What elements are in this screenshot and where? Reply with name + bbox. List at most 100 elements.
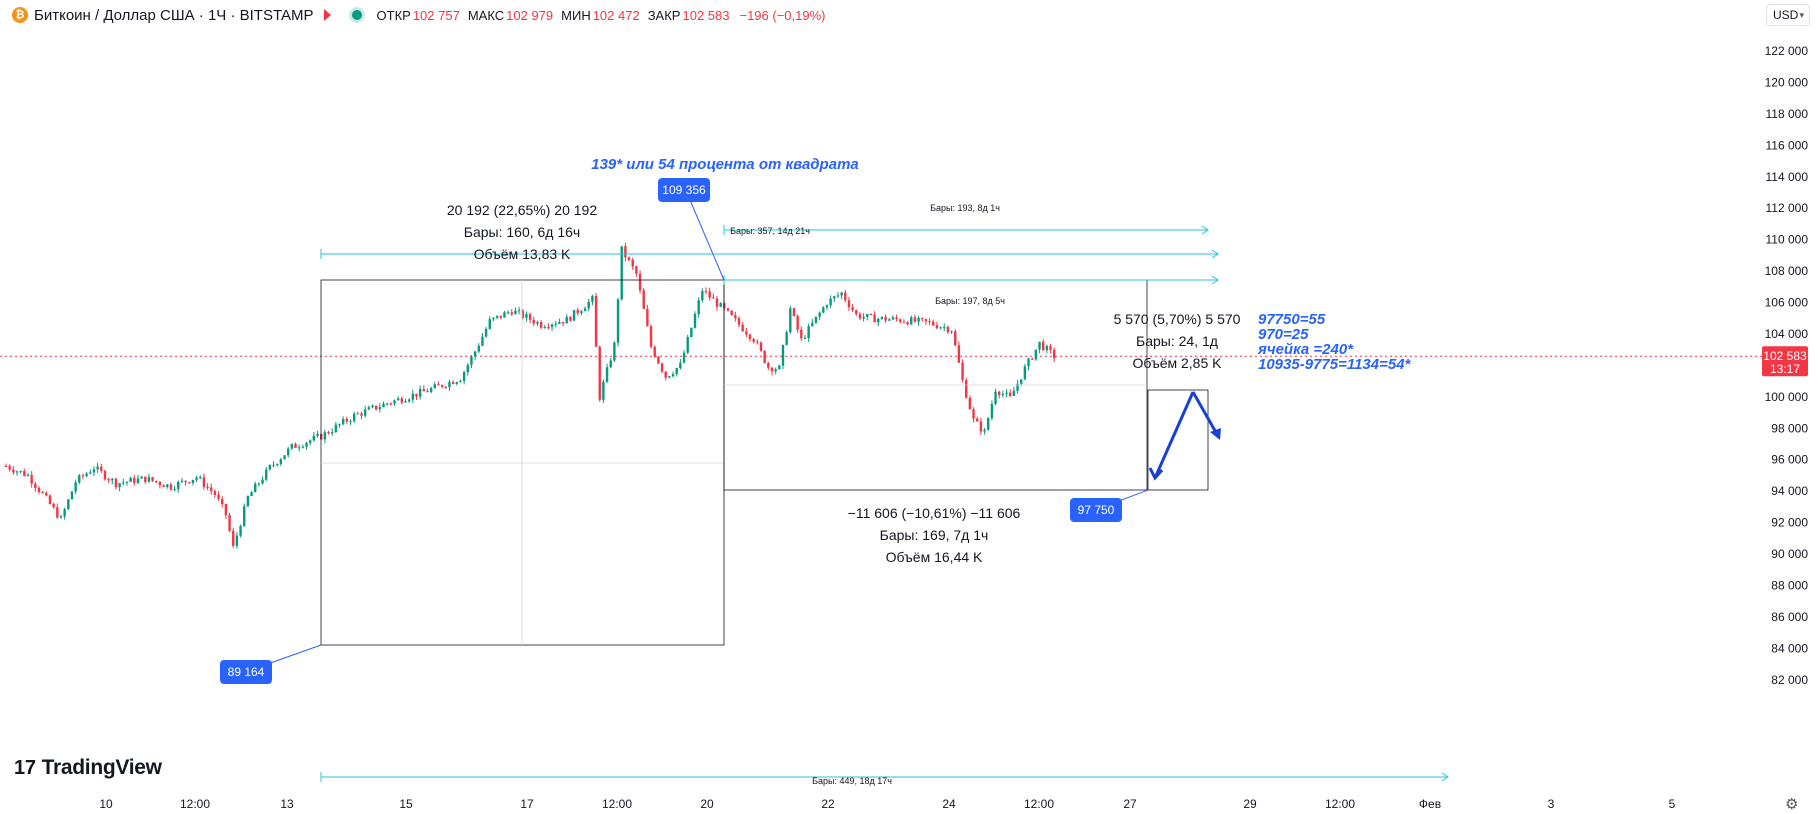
candle-body	[976, 418, 979, 422]
candle-body	[862, 316, 865, 319]
candle-body	[330, 432, 334, 434]
candle-body	[118, 483, 121, 488]
candle-body	[536, 322, 539, 324]
time-tick-label: 15	[399, 797, 413, 811]
candle-body	[847, 300, 851, 308]
close-value: 102 583	[682, 7, 730, 23]
candle-body	[232, 530, 235, 546]
candle-body	[180, 480, 184, 482]
price-tick-label: 116 000	[1766, 138, 1809, 152]
candle-body	[979, 421, 983, 432]
candle-body	[1005, 392, 1008, 394]
price-tick-label: 88 000	[1771, 578, 1808, 592]
candle-body	[917, 317, 920, 322]
candle-body	[829, 298, 832, 306]
candle-body	[961, 362, 964, 381]
candle-body	[998, 391, 1001, 396]
candle-body	[565, 316, 568, 324]
candle-body	[503, 312, 506, 318]
candle-body	[103, 470, 107, 480]
candle-body	[327, 432, 330, 434]
measurement-text: Объём 13,83 K	[474, 246, 571, 262]
currency-select[interactable]: USD ▾	[1766, 4, 1810, 26]
candle-body	[1009, 392, 1012, 397]
time-tick-label: 17	[520, 797, 534, 811]
candle-body	[92, 469, 96, 473]
candle-body	[481, 336, 484, 346]
candle-body	[822, 307, 825, 313]
candle-body	[968, 397, 972, 410]
flag-icon[interactable]	[323, 9, 331, 21]
candle-body	[906, 322, 909, 325]
candle-body	[543, 327, 546, 329]
candle-body	[254, 483, 257, 493]
candle-body	[818, 312, 821, 317]
candle-body	[763, 350, 766, 363]
candle-body	[199, 477, 202, 479]
candle-body	[704, 291, 708, 293]
open-value: 102 757	[412, 7, 460, 23]
candle-body	[532, 319, 535, 324]
settings-icon[interactable]: ⚙	[1785, 796, 1799, 813]
candle-body	[682, 352, 686, 363]
drawings[interactable]: Бары: 193, 8д 1ч Бары: 357, 14д 21ч Бары: …	[220, 156, 1449, 786]
candle-body	[730, 310, 733, 316]
candle-body	[382, 403, 385, 408]
tradingview-logo[interactable]: 17 TradingView	[14, 756, 162, 780]
candle-body	[466, 364, 469, 372]
candle-body	[308, 440, 312, 443]
candle-body	[316, 434, 319, 436]
candle-body	[1034, 349, 1038, 360]
price-label: 109 356	[662, 183, 706, 197]
candle-body	[609, 360, 612, 368]
candle-body	[221, 498, 224, 505]
time-tick-label: 13	[280, 797, 294, 811]
candle-body	[1001, 393, 1005, 396]
time-axis[interactable]: 10 12:00 13 15 17 12:00 20 22 24 12:00 27 29 12:00 Фе…	[99, 797, 1675, 811]
candle-body	[525, 314, 528, 318]
candle-body	[580, 311, 583, 314]
candle-body	[796, 315, 799, 330]
candle-body	[888, 319, 891, 321]
symbol-title[interactable]: Биткоин / Доллар США · 1Ч · BITSTAMP	[34, 6, 314, 24]
candle-body	[360, 413, 363, 416]
price-tick-label: 112 000	[1766, 201, 1809, 215]
candle-body	[345, 418, 349, 422]
candle-body	[169, 484, 173, 490]
price-label-bg	[1070, 498, 1122, 522]
candle-body	[129, 477, 132, 482]
candle-body	[866, 314, 869, 317]
candle-body	[726, 308, 730, 311]
candle-body	[1045, 346, 1049, 351]
candle-body	[638, 273, 642, 291]
measurement-text: Бары: 169, 7д 1ч	[880, 527, 989, 543]
candle-body	[803, 338, 807, 340]
candle-body	[100, 466, 103, 471]
candle-body	[294, 443, 297, 448]
candle-body	[433, 384, 437, 389]
candle-body	[935, 325, 939, 329]
price-label-bg	[220, 660, 272, 684]
candle-body	[620, 246, 623, 300]
candle-body	[396, 398, 400, 401]
candle-body	[290, 443, 294, 449]
candle-body	[257, 483, 261, 485]
candle-body	[741, 324, 744, 332]
price-label-bg	[658, 178, 710, 202]
candle-body	[583, 308, 587, 312]
candle-body	[649, 326, 653, 347]
candle-body	[334, 424, 338, 433]
price-axis[interactable]: 122 000 120 000 118 000 116 000 114 000 112 0…	[1765, 44, 1809, 687]
candle-body	[679, 362, 682, 369]
candle-body	[125, 481, 129, 483]
candle-body	[895, 317, 898, 320]
logo-text: TradingView	[41, 756, 162, 779]
candle-body	[426, 391, 429, 393]
price-tick-label: 96 000	[1771, 453, 1808, 467]
candle-body	[910, 317, 913, 325]
candle-body	[734, 315, 737, 319]
candle-body	[950, 331, 953, 333]
candle-body	[943, 327, 946, 329]
